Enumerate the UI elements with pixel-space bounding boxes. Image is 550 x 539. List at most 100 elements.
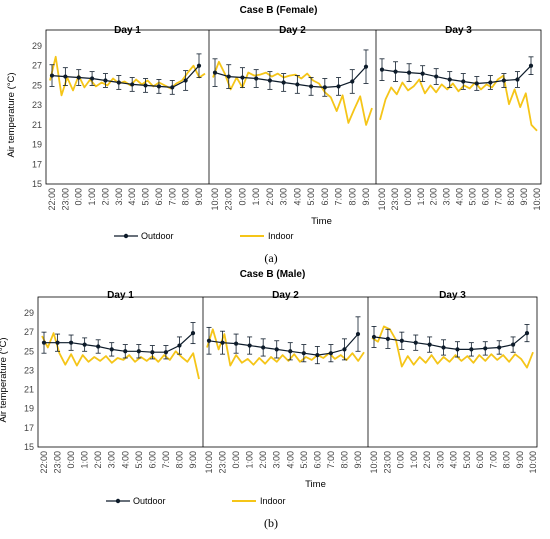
- chart1-xtick-d2-2: 0:00: [237, 188, 247, 206]
- chart2-day-label-3: Day 3: [439, 290, 466, 301]
- chart2-outdoor-point-d2-10: [342, 347, 347, 352]
- chart1-outdoor-point-d3-2: [406, 70, 412, 75]
- chart1-outdoor-point-d2-11: [363, 64, 369, 69]
- chart2-outdoor-point-d1-1: [55, 340, 60, 345]
- chart1-outdoor-point-d3-1: [393, 69, 398, 74]
- chart2-xtick-d3-11: 9:00: [515, 451, 525, 469]
- chart1-panel-label: (a): [264, 251, 277, 265]
- chart1-legend-indoor-label: Indoor: [268, 231, 294, 241]
- chart1-outdoor-point-d2-7: [308, 84, 314, 89]
- chart2-xtick-d3-7: 5:00: [462, 451, 472, 469]
- chart2-xtick-d2-6: 4:00: [285, 451, 295, 469]
- chart1-xtick-d2-3: 1:00: [251, 188, 261, 206]
- chart1-outdoor-point-d1-10: [183, 78, 188, 83]
- chart2-outdoor-point-d3-11: [524, 331, 530, 336]
- chart1-indoor-line-day2: [212, 60, 373, 126]
- chart2-indoor-line-day2: [206, 328, 365, 367]
- chart1-day-label-2: Day 2: [279, 25, 306, 36]
- chart2-indoor-line-day3: [371, 325, 534, 369]
- chart2-panel-label: (b): [264, 516, 278, 530]
- chart2-xtick-d3-6: 4:00: [449, 451, 459, 469]
- chart2-xtick-d3-8: 6:00: [475, 451, 485, 469]
- chart1-outdoor-point-d3-6: [461, 79, 466, 84]
- chart1-outdoor-point-d3-9: [501, 78, 507, 83]
- chart2-outdoor-point-d3-9: [497, 345, 502, 350]
- chart1-xtick-d2-8: 6:00: [320, 188, 330, 206]
- chart1-xtick-d2-5: 3:00: [279, 188, 289, 206]
- chart2-ylabel: Air temperature (°C): [0, 337, 9, 422]
- chart2-xtick-d2-4: 2:00: [258, 451, 268, 469]
- chart1-xtick-d3-8: 6:00: [480, 188, 490, 206]
- chart2-xtick-d3-5: 3:00: [435, 451, 445, 469]
- chart1-outdoor-point-d1-8: [156, 84, 162, 89]
- chart2-xtick-d3-10: 8:00: [502, 451, 512, 469]
- chart1-xtick-d1-7: 5:00: [141, 188, 151, 206]
- chart2-legend-indoor-label: Indoor: [260, 496, 286, 506]
- chart1-xtick-d1-5: 3:00: [114, 188, 124, 206]
- chart2-outdoor-point-d1-6: [123, 349, 128, 354]
- chart2-legend-outdoor-marker: [115, 498, 121, 504]
- chart1-outdoor-point-d2-5: [281, 80, 286, 85]
- chart2-outdoor-point-d2-4: [261, 345, 266, 350]
- chart2-outdoor-point-d2-8: [315, 353, 320, 358]
- chart2-outdoor-point-d1-4: [96, 344, 101, 349]
- chart2-ytick-21: 21: [24, 385, 34, 395]
- chart2-outdoor-line-day2: [208, 333, 359, 356]
- chart1-outdoor-line-day3: [381, 65, 532, 85]
- chart2-outdoor-point-d2-7: [301, 351, 306, 356]
- chart1-outdoor-point-d2-6: [295, 82, 300, 87]
- chart2-outdoor-point-d2-6: [288, 349, 293, 354]
- chart2-xtick-d1-8: 6:00: [147, 451, 157, 469]
- chart1-legend-outdoor-label: Outdoor: [141, 231, 174, 241]
- chart1-outdoor-point-d2-9: [336, 84, 341, 89]
- chart2-outdoor-line-day3: [373, 332, 528, 350]
- chart1-outdoor-point-d3-0: [379, 67, 385, 72]
- chart2-xtick-d2-9: 7:00: [326, 451, 336, 469]
- chart1-ytick-17: 17: [32, 159, 42, 169]
- chart1-indoor-line-day1: [49, 55, 206, 97]
- chart2-xtick-d3-4: 2:00: [422, 451, 432, 469]
- chart1-outdoor-point-d3-7: [474, 81, 479, 86]
- chart1-xtick-d3-5: 3:00: [442, 188, 452, 206]
- chart1-xtick-d3-0: 10:00: [377, 188, 387, 211]
- chart2-xtick-d3-0: 10:00: [369, 451, 379, 474]
- chart1-indoor-line-day3: [379, 74, 538, 132]
- chart1-xtick-d3-12: 10:00: [532, 188, 542, 211]
- chart2-outdoor-point-d2-5: [274, 347, 279, 352]
- chart1-xtick-d3-4: 2:00: [429, 188, 439, 206]
- chart2-xtick-d2-5: 3:00: [272, 451, 282, 469]
- chart1-outdoor-point-d1-6: [130, 82, 135, 87]
- chart2-ytick-27: 27: [24, 327, 34, 337]
- chart2-outdoor-point-d1-10: [177, 343, 182, 348]
- chart2-xtick-d2-7: 5:00: [299, 451, 309, 469]
- chart1-xtick-d3-11: 9:00: [519, 188, 529, 206]
- chart1-outdoor-point-d1-7: [143, 83, 148, 88]
- chart2-day-label-1: Day 1: [107, 290, 134, 301]
- chart1-xtick-d3-3: 1:00: [416, 188, 426, 206]
- chart2-title: Case B (Male): [240, 269, 306, 280]
- chart2-xtick-d3-2: 0:00: [396, 451, 406, 469]
- chart1-plot-frame: [45, 29, 542, 185]
- chart1-ytick-23: 23: [32, 100, 42, 110]
- chart2-outdoor-point-d2-9: [328, 351, 334, 356]
- chart1-xtick-d2-11: 9:00: [361, 188, 371, 206]
- chart2-xtick-d2-11: 9:00: [353, 451, 363, 469]
- chart2-outdoor-point-d2-0: [206, 338, 212, 343]
- chart2-outdoor-point-d3-3: [413, 340, 418, 345]
- chart1-ytick-19: 19: [32, 140, 42, 150]
- chart2-outdoor-point-d2-2: [233, 341, 239, 346]
- chart2-xtick-d2-10: 8:00: [339, 451, 349, 469]
- chart2-xtick-d2-1: 23:00: [218, 451, 228, 474]
- chart1-ylabel: Air temperature (°C): [6, 72, 17, 157]
- chart1-outdoor-point-d1-1: [63, 74, 68, 79]
- chart1-xtick-d1-0: 22:00: [47, 188, 57, 211]
- chart2-xtick-d2-0: 10:00: [204, 451, 214, 474]
- chart1-outdoor-point-d1-9: [170, 85, 175, 90]
- chart1-xtick-d3-10: 8:00: [506, 188, 516, 206]
- chart2-outdoor-line-day1: [44, 332, 194, 353]
- chart1-outdoor-point-d1-0: [49, 73, 55, 78]
- chart2-xtick-d1-9: 7:00: [161, 451, 171, 469]
- chart2-outdoor-point-d1-5: [109, 347, 114, 352]
- chart1-legend-outdoor-marker: [123, 233, 129, 239]
- chart1-xtick-d1-3: 1:00: [87, 188, 97, 206]
